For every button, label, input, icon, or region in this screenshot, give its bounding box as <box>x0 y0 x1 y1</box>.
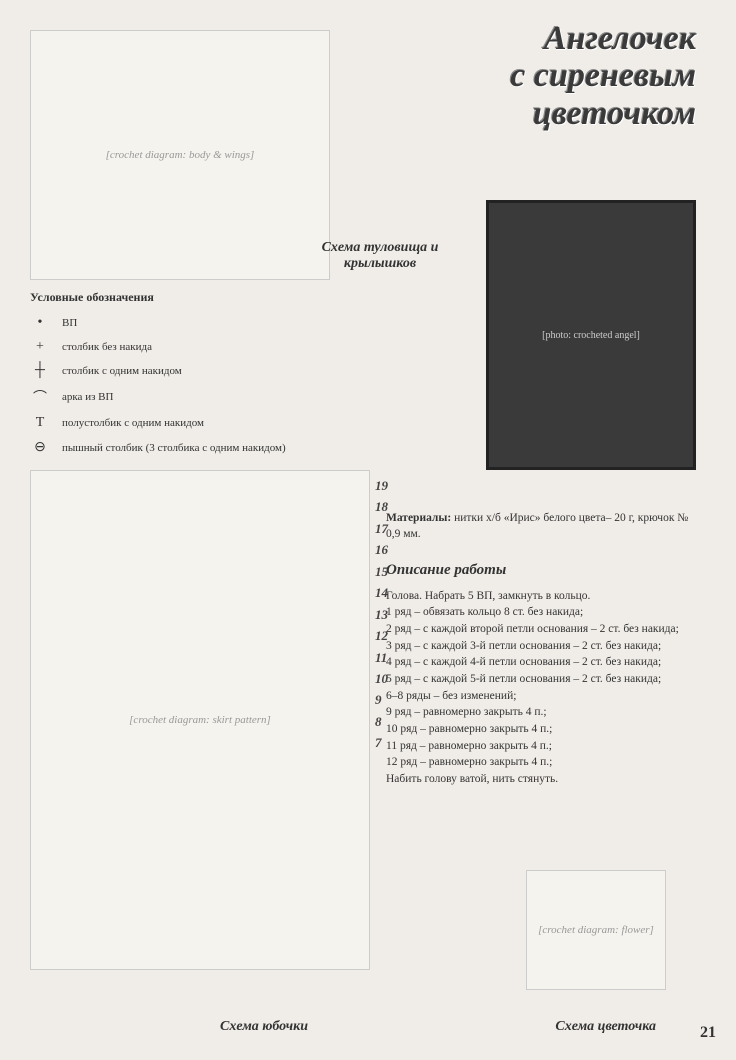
row-number: 9 <box>375 689 388 710</box>
label-flower: Схема цветочка <box>555 1019 656 1035</box>
materials-label: Материалы: <box>386 512 451 524</box>
legend-text: арка из ВП <box>62 391 113 403</box>
legend-symbol: ⊖ <box>30 439 50 456</box>
row-number: 7 <box>375 732 388 753</box>
legend-item: • ВП <box>30 315 286 331</box>
row-number: 14 <box>375 582 388 603</box>
row-number: 11 <box>375 647 388 668</box>
instruction-line: 9 ряд – равномерно закрыть 4 п.; <box>386 704 696 721</box>
legend: Условные обозначения • ВП + столбик без нак… <box>30 290 286 464</box>
instruction-line: Голова. Набрать 5 ВП, замкнуть в кольцо. <box>386 588 696 605</box>
instruction-line: 3 ряд – с каждой 3-й петли основания – 2… <box>386 638 696 655</box>
angel-photo: [photo: crocheted angel] <box>486 200 696 470</box>
legend-text: полустолбик с одним накидом <box>62 417 204 429</box>
title-line-1: Ангелочек <box>510 20 696 57</box>
row-number: 16 <box>375 539 388 560</box>
title-line-2: с сиреневым <box>510 57 696 94</box>
diagram-skirt: [crochet diagram: skirt pattern] <box>30 470 370 970</box>
legend-symbol: ┼ <box>30 363 50 379</box>
label-skirt: Схема юбочки <box>220 1019 308 1035</box>
page-number: 21 <box>700 1024 716 1042</box>
row-number: 13 <box>375 604 388 625</box>
page-title: Ангелочек с сиреневым цветочком <box>510 20 696 132</box>
legend-symbol: + <box>30 339 50 355</box>
legend-item: ┼ столбик с одним накидом <box>30 363 286 379</box>
instruction-line: 1 ряд – обвязать кольцо 8 ст. без накида… <box>386 604 696 621</box>
diagram-flower: [crochet diagram: flower] <box>526 870 666 990</box>
legend-text: столбик без накида <box>62 341 152 353</box>
label-body-wings: Схема туловища и крылышков <box>300 240 460 272</box>
instruction-line: 4 ряд – с каждой 4-й петли основания – 2… <box>386 654 696 671</box>
diagram-body-wings: [crochet diagram: body & wings] <box>30 30 330 280</box>
legend-item: ⌒ арка из ВП <box>30 387 286 407</box>
legend-symbol: ⌒ <box>30 387 50 407</box>
row-number: 12 <box>375 625 388 646</box>
diagram-placeholder: [crochet diagram: flower] <box>538 924 654 936</box>
legend-text: столбик с одним накидом <box>62 365 182 377</box>
row-number: 19 <box>375 475 388 496</box>
instructions-title: Описание работы <box>386 560 696 582</box>
legend-text: пышный столбик (3 столбика с одним накид… <box>62 442 286 454</box>
row-number: 10 <box>375 668 388 689</box>
row-numbers: 19181716151413121110987 <box>375 475 388 754</box>
materials-section: Материалы: нитки х/б «Ирис» белого цвета… <box>386 510 696 542</box>
instruction-line: 12 ряд – равномерно закрыть 4 п.; <box>386 754 696 771</box>
instruction-line: Набить голову ватой, нить стянуть. <box>386 771 696 788</box>
instruction-line: 11 ряд – равномерно закрыть 4 п.; <box>386 738 696 755</box>
row-number: 15 <box>375 561 388 582</box>
instruction-line: 10 ряд – равномерно закрыть 4 п.; <box>386 721 696 738</box>
row-number: 8 <box>375 711 388 732</box>
legend-item: ⊖ пышный столбик (3 столбика с одним наки… <box>30 439 286 456</box>
legend-title: Условные обозначения <box>30 290 286 305</box>
instructions-section: Описание работы Голова. Набрать 5 ВП, за… <box>386 560 696 788</box>
legend-item: + столбик без накида <box>30 339 286 355</box>
row-number: 18 <box>375 496 388 517</box>
photo-placeholder: [photo: crocheted angel] <box>542 330 640 341</box>
legend-item: Tполустолбик с одним накидом <box>30 415 286 431</box>
diagram-placeholder: [crochet diagram: skirt pattern] <box>129 714 271 726</box>
instruction-line: 2 ряд – с каждой второй петли основания … <box>386 621 696 638</box>
instruction-line: 6–8 ряды – без изменений; <box>386 688 696 705</box>
title-line-3: цветочком <box>510 95 696 132</box>
legend-symbol: • <box>30 315 50 331</box>
diagram-placeholder: [crochet diagram: body & wings] <box>106 149 255 161</box>
legend-symbol: T <box>30 415 50 431</box>
row-number: 17 <box>375 518 388 539</box>
instruction-line: 5 ряд – с каждой 5-й петли основания – 2… <box>386 671 696 688</box>
legend-text: ВП <box>62 317 77 329</box>
